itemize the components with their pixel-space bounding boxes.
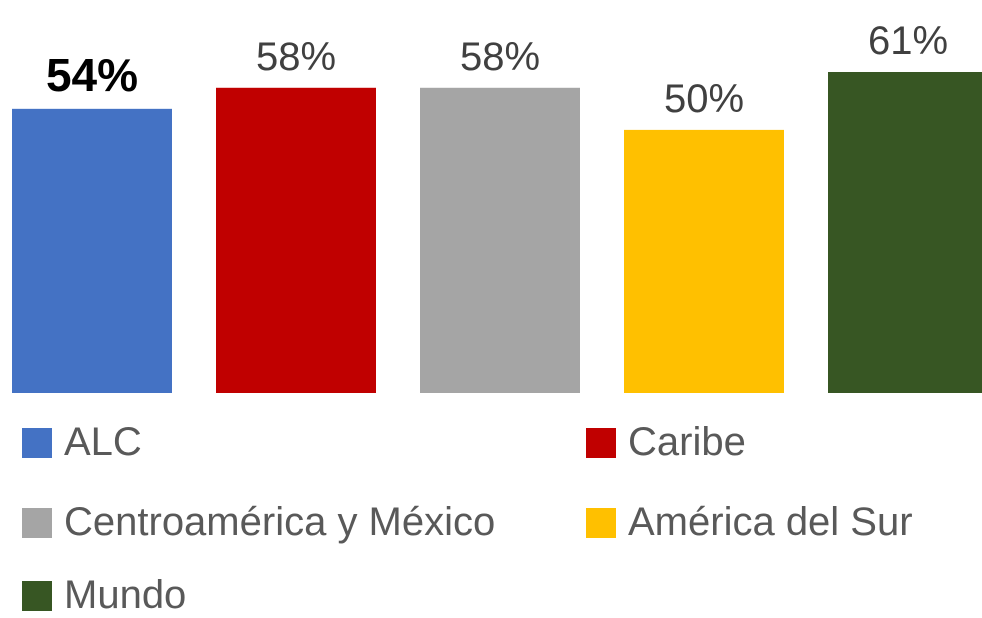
- data-label-centroamerica-y-mexico: 58%: [460, 35, 540, 79]
- legend-swatch-america-del-sur: [586, 507, 616, 538]
- data-label-alc: 54%: [46, 49, 138, 101]
- legend-label-centroamerica-y-mexico: Centroamérica y México: [64, 500, 496, 544]
- data-label-caribe: 58%: [256, 35, 336, 79]
- legend-item-america-del-sur: América del Sur: [586, 500, 913, 545]
- legend-label-alc: ALC: [64, 420, 142, 464]
- legend-swatch-caribe: [586, 427, 616, 458]
- data-label-mundo: 61%: [868, 19, 948, 63]
- bar-caribe: [216, 87, 376, 393]
- legend-item-mundo: Mundo: [22, 573, 186, 618]
- legend-swatch-mundo: [22, 580, 52, 611]
- legend-swatch-alc: [22, 427, 52, 458]
- bar-centroamerica-y-mexico: [420, 87, 580, 393]
- data-label-america-del-sur: 50%: [664, 77, 744, 121]
- legend-label-america-del-sur: América del Sur: [628, 500, 913, 544]
- legend-item-alc: ALC: [22, 420, 142, 465]
- bar-alc: [12, 108, 172, 394]
- legend-label-caribe: Caribe: [628, 420, 746, 464]
- legend-item-caribe: Caribe: [586, 420, 746, 465]
- legend-label-mundo: Mundo: [64, 573, 187, 617]
- legend-swatch-centroamerica-y-mexico: [22, 507, 52, 538]
- legend-item-centroamerica-y-mexico: Centroamérica y México: [22, 500, 495, 545]
- bar-america-del-sur: [624, 129, 784, 393]
- bar-mundo: [828, 72, 982, 393]
